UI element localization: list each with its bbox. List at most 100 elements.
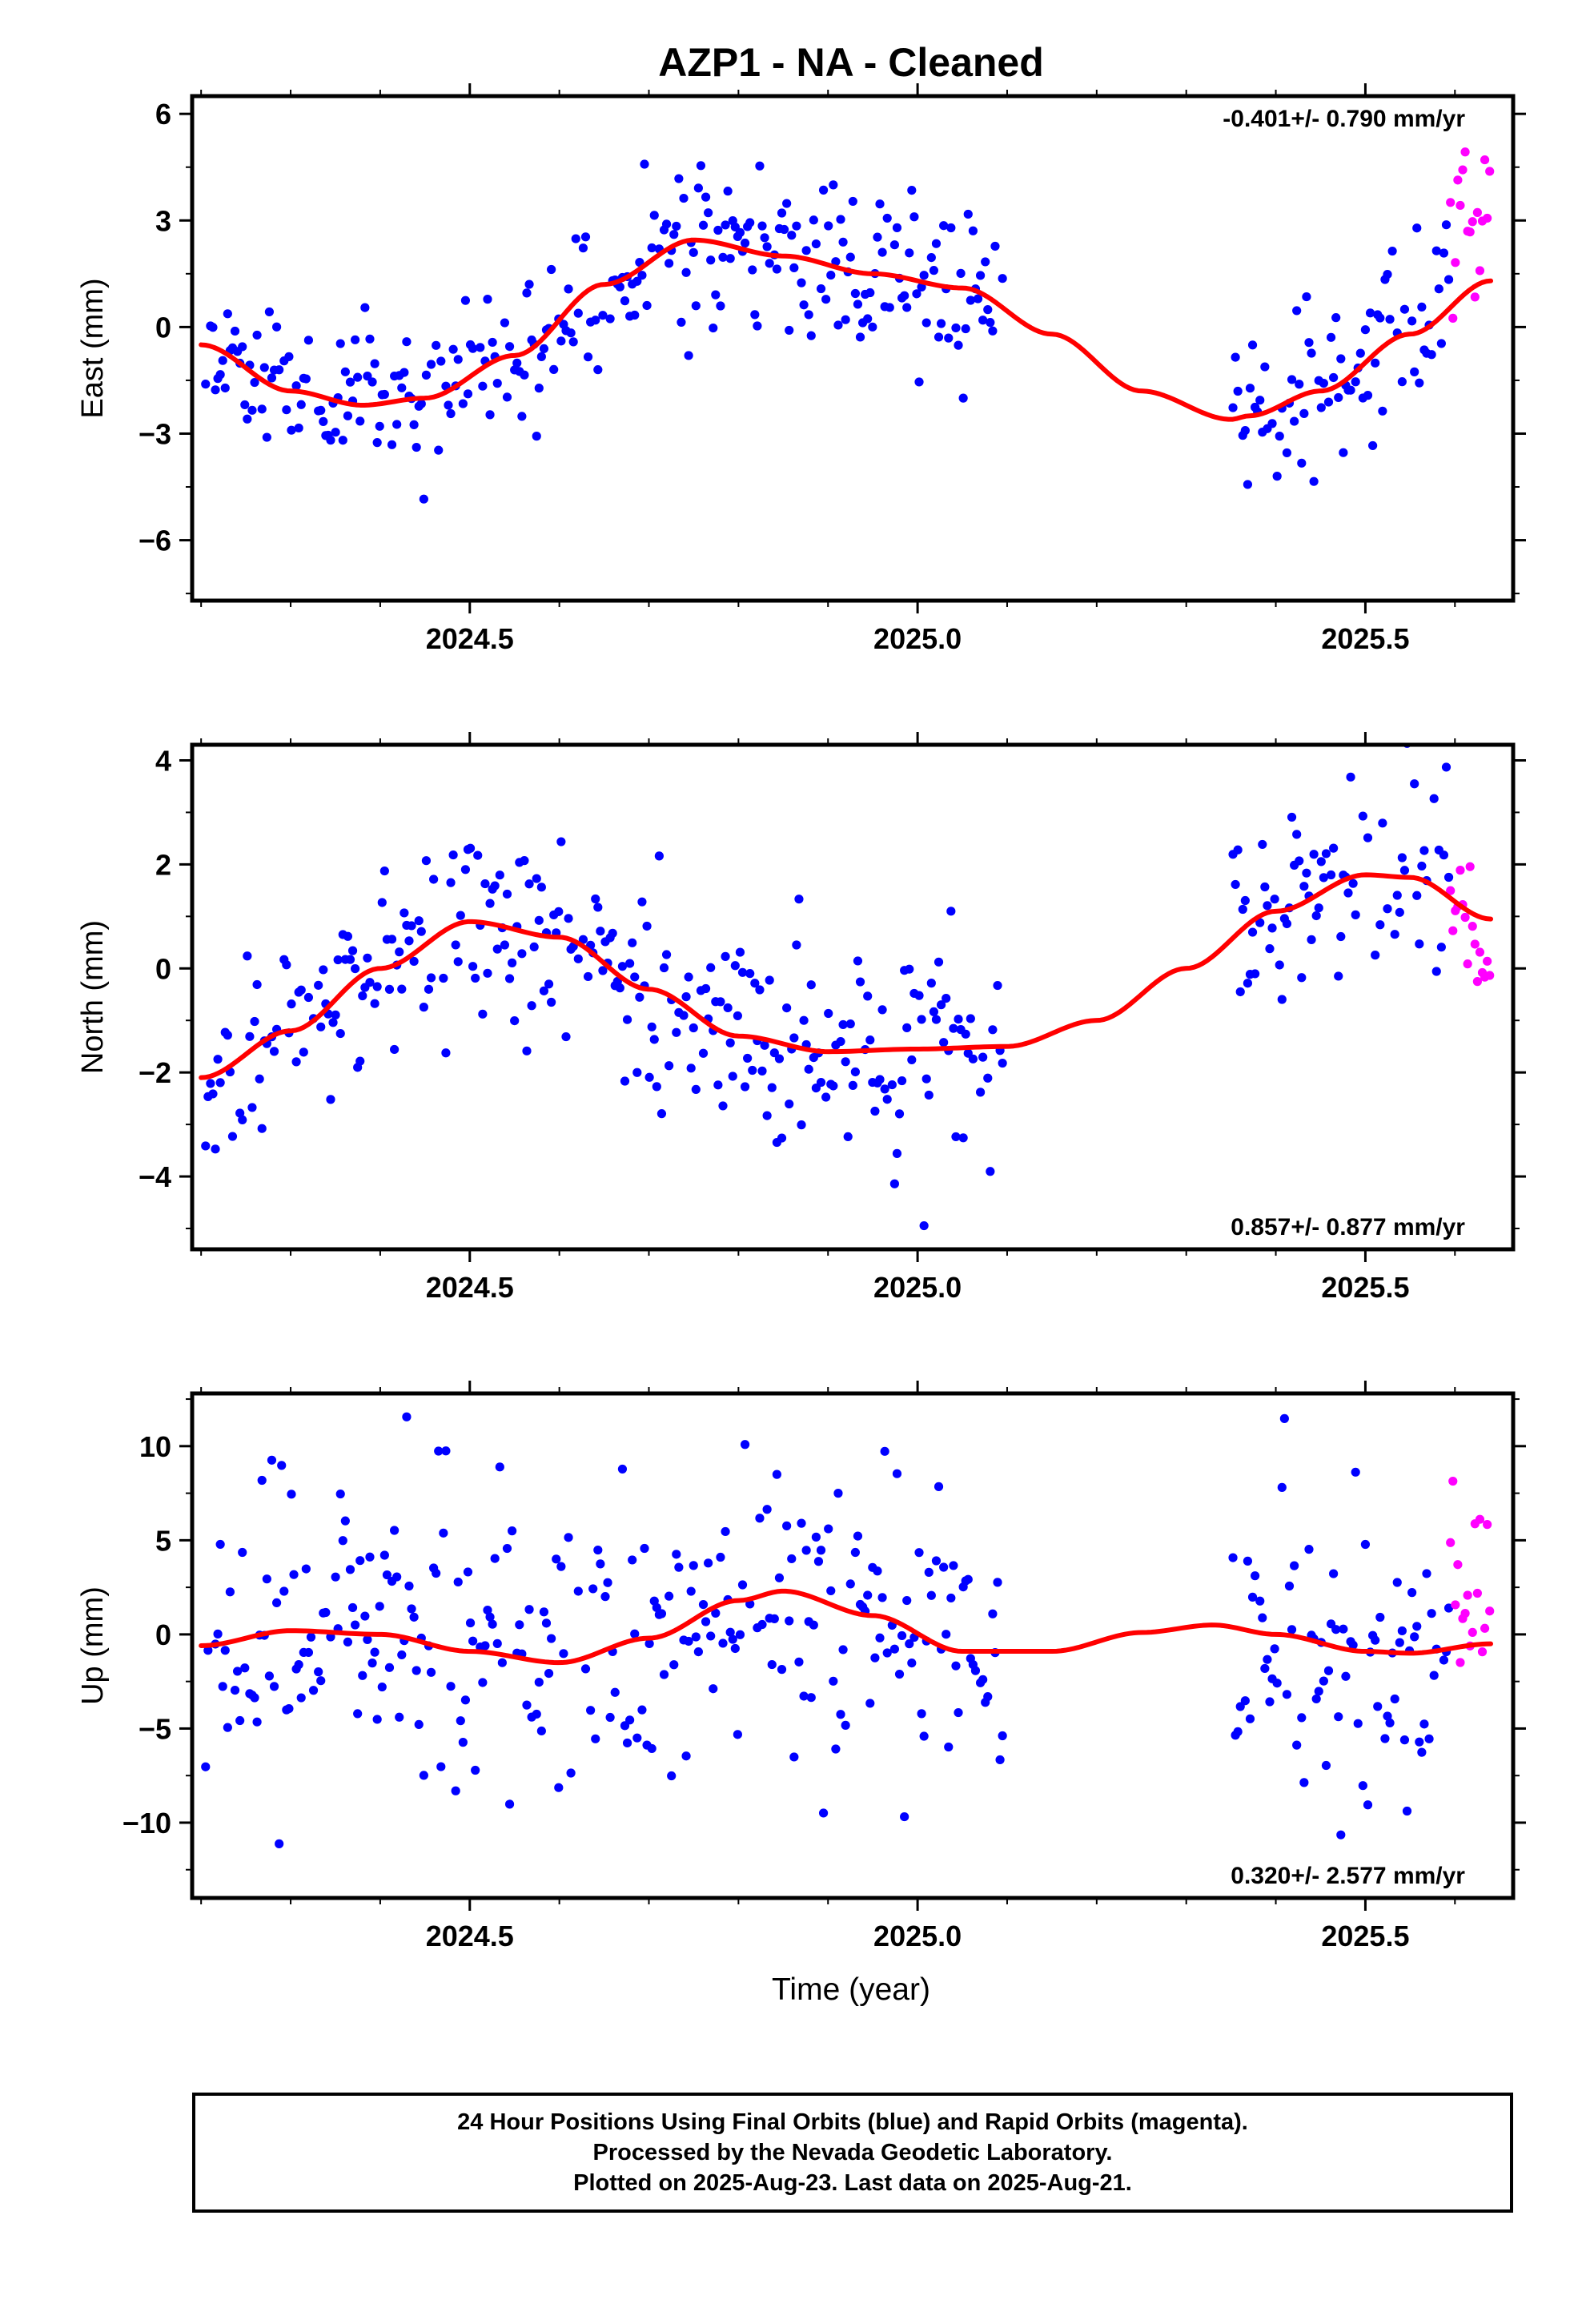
footer-line-1: 24 Hour Positions Using Final Orbits (bl… xyxy=(457,2109,1248,2135)
up-final-point xyxy=(392,1572,402,1582)
north-rapid-point xyxy=(1446,886,1456,895)
north-final-point xyxy=(1238,904,1247,915)
up-final-point xyxy=(1392,1578,1402,1587)
north-final-point xyxy=(907,1055,917,1065)
up-final-point xyxy=(850,1547,860,1558)
up-final-point xyxy=(605,1712,615,1723)
up-final-point xyxy=(917,1709,926,1719)
east-final-point xyxy=(799,300,809,310)
up-final-point xyxy=(277,1461,287,1470)
east-final-point xyxy=(343,411,353,420)
up-final-point xyxy=(831,1744,841,1754)
north-final-point xyxy=(363,953,372,963)
up-final-point xyxy=(316,1676,326,1686)
up-final-point xyxy=(230,1685,240,1695)
east-final-point xyxy=(331,428,340,437)
east-final-point xyxy=(488,337,497,348)
east-final-point xyxy=(850,288,860,299)
north-final-point xyxy=(804,1064,813,1074)
east-final-point xyxy=(1434,284,1443,294)
north-final-point xyxy=(495,870,504,880)
north-final-point xyxy=(939,1038,949,1047)
north-final-point xyxy=(647,1022,656,1031)
east-final-point xyxy=(230,326,240,336)
east-final-point xyxy=(853,300,863,309)
up-final-point xyxy=(347,1602,358,1613)
up-final-point xyxy=(1334,1712,1343,1722)
east-final-point xyxy=(436,356,446,366)
up-final-point xyxy=(532,1709,541,1719)
east-final-point xyxy=(1397,377,1407,387)
east-final-point xyxy=(990,241,1000,251)
east-final-point xyxy=(1326,332,1336,342)
up-final-point xyxy=(811,1532,821,1542)
up-final-point xyxy=(1331,1625,1341,1634)
north-final-point xyxy=(777,1133,787,1143)
north-final-point xyxy=(257,1124,267,1133)
up-final-point xyxy=(508,1526,517,1536)
east-final-point xyxy=(1304,338,1314,348)
up-ytick-label: −10 xyxy=(122,1807,171,1839)
east-final-point xyxy=(792,221,801,231)
up-final-point xyxy=(728,1634,737,1644)
up-final-point xyxy=(1336,1830,1346,1839)
east-final-point xyxy=(1329,372,1339,383)
up-final-point xyxy=(515,1620,524,1630)
east-final-point xyxy=(848,196,857,207)
up-final-point xyxy=(880,1446,889,1456)
north-final-point xyxy=(630,972,640,982)
east-final-point xyxy=(877,247,887,257)
north-final-point xyxy=(737,967,748,977)
east-final-point xyxy=(287,425,296,435)
north-final-point xyxy=(387,935,397,944)
up-final-point xyxy=(591,1734,600,1743)
up-final-point xyxy=(718,1638,728,1648)
north-ytick-label: 4 xyxy=(155,744,171,777)
up-final-point xyxy=(1329,1569,1339,1578)
up-final-point xyxy=(1251,1571,1260,1581)
up-final-point xyxy=(730,1643,740,1654)
north-final-point xyxy=(365,978,375,987)
up-final-point xyxy=(818,1808,829,1818)
up-final-point xyxy=(926,1590,936,1600)
east-final-point xyxy=(1319,378,1328,388)
east-final-point xyxy=(725,254,735,263)
north-final-point xyxy=(949,1023,958,1033)
up-final-point xyxy=(360,1611,370,1621)
up-final-point xyxy=(414,1719,424,1730)
up-final-point xyxy=(897,1630,907,1641)
up-final-point xyxy=(580,1664,591,1674)
x-axis-label: Time (year) xyxy=(772,1972,930,2007)
north-final-point xyxy=(745,969,755,979)
north-final-point xyxy=(661,950,672,959)
north-final-point xyxy=(1292,830,1302,839)
up-final-point xyxy=(951,1661,961,1671)
north-final-point xyxy=(975,1088,986,1097)
east-rapid-point xyxy=(1456,200,1465,211)
east-final-point xyxy=(1247,340,1258,350)
east-final-point xyxy=(637,271,647,280)
up-final-point xyxy=(539,1607,549,1617)
up-final-point xyxy=(1247,1592,1258,1602)
up-final-point xyxy=(628,1555,637,1565)
north-final-point xyxy=(684,972,693,982)
up-final-point xyxy=(1279,1413,1289,1423)
east-final-point xyxy=(539,344,549,354)
east-final-point xyxy=(446,408,456,419)
east-rapid-point xyxy=(1465,227,1475,237)
north-final-point xyxy=(335,1028,345,1039)
north-final-point xyxy=(303,992,314,1003)
north-final-point xyxy=(448,850,458,860)
north-final-point xyxy=(201,1141,211,1151)
north-final-point xyxy=(1321,849,1331,858)
east-final-point xyxy=(434,445,444,455)
east-final-point xyxy=(1371,358,1380,368)
up-final-point xyxy=(453,1577,463,1587)
east-final-point xyxy=(804,310,813,320)
east-final-point xyxy=(689,247,698,257)
north-final-point xyxy=(351,963,360,974)
up-final-point xyxy=(693,1647,703,1657)
north-final-point xyxy=(208,1089,218,1099)
up-final-point xyxy=(787,1554,797,1564)
up-final-point xyxy=(829,1676,838,1686)
